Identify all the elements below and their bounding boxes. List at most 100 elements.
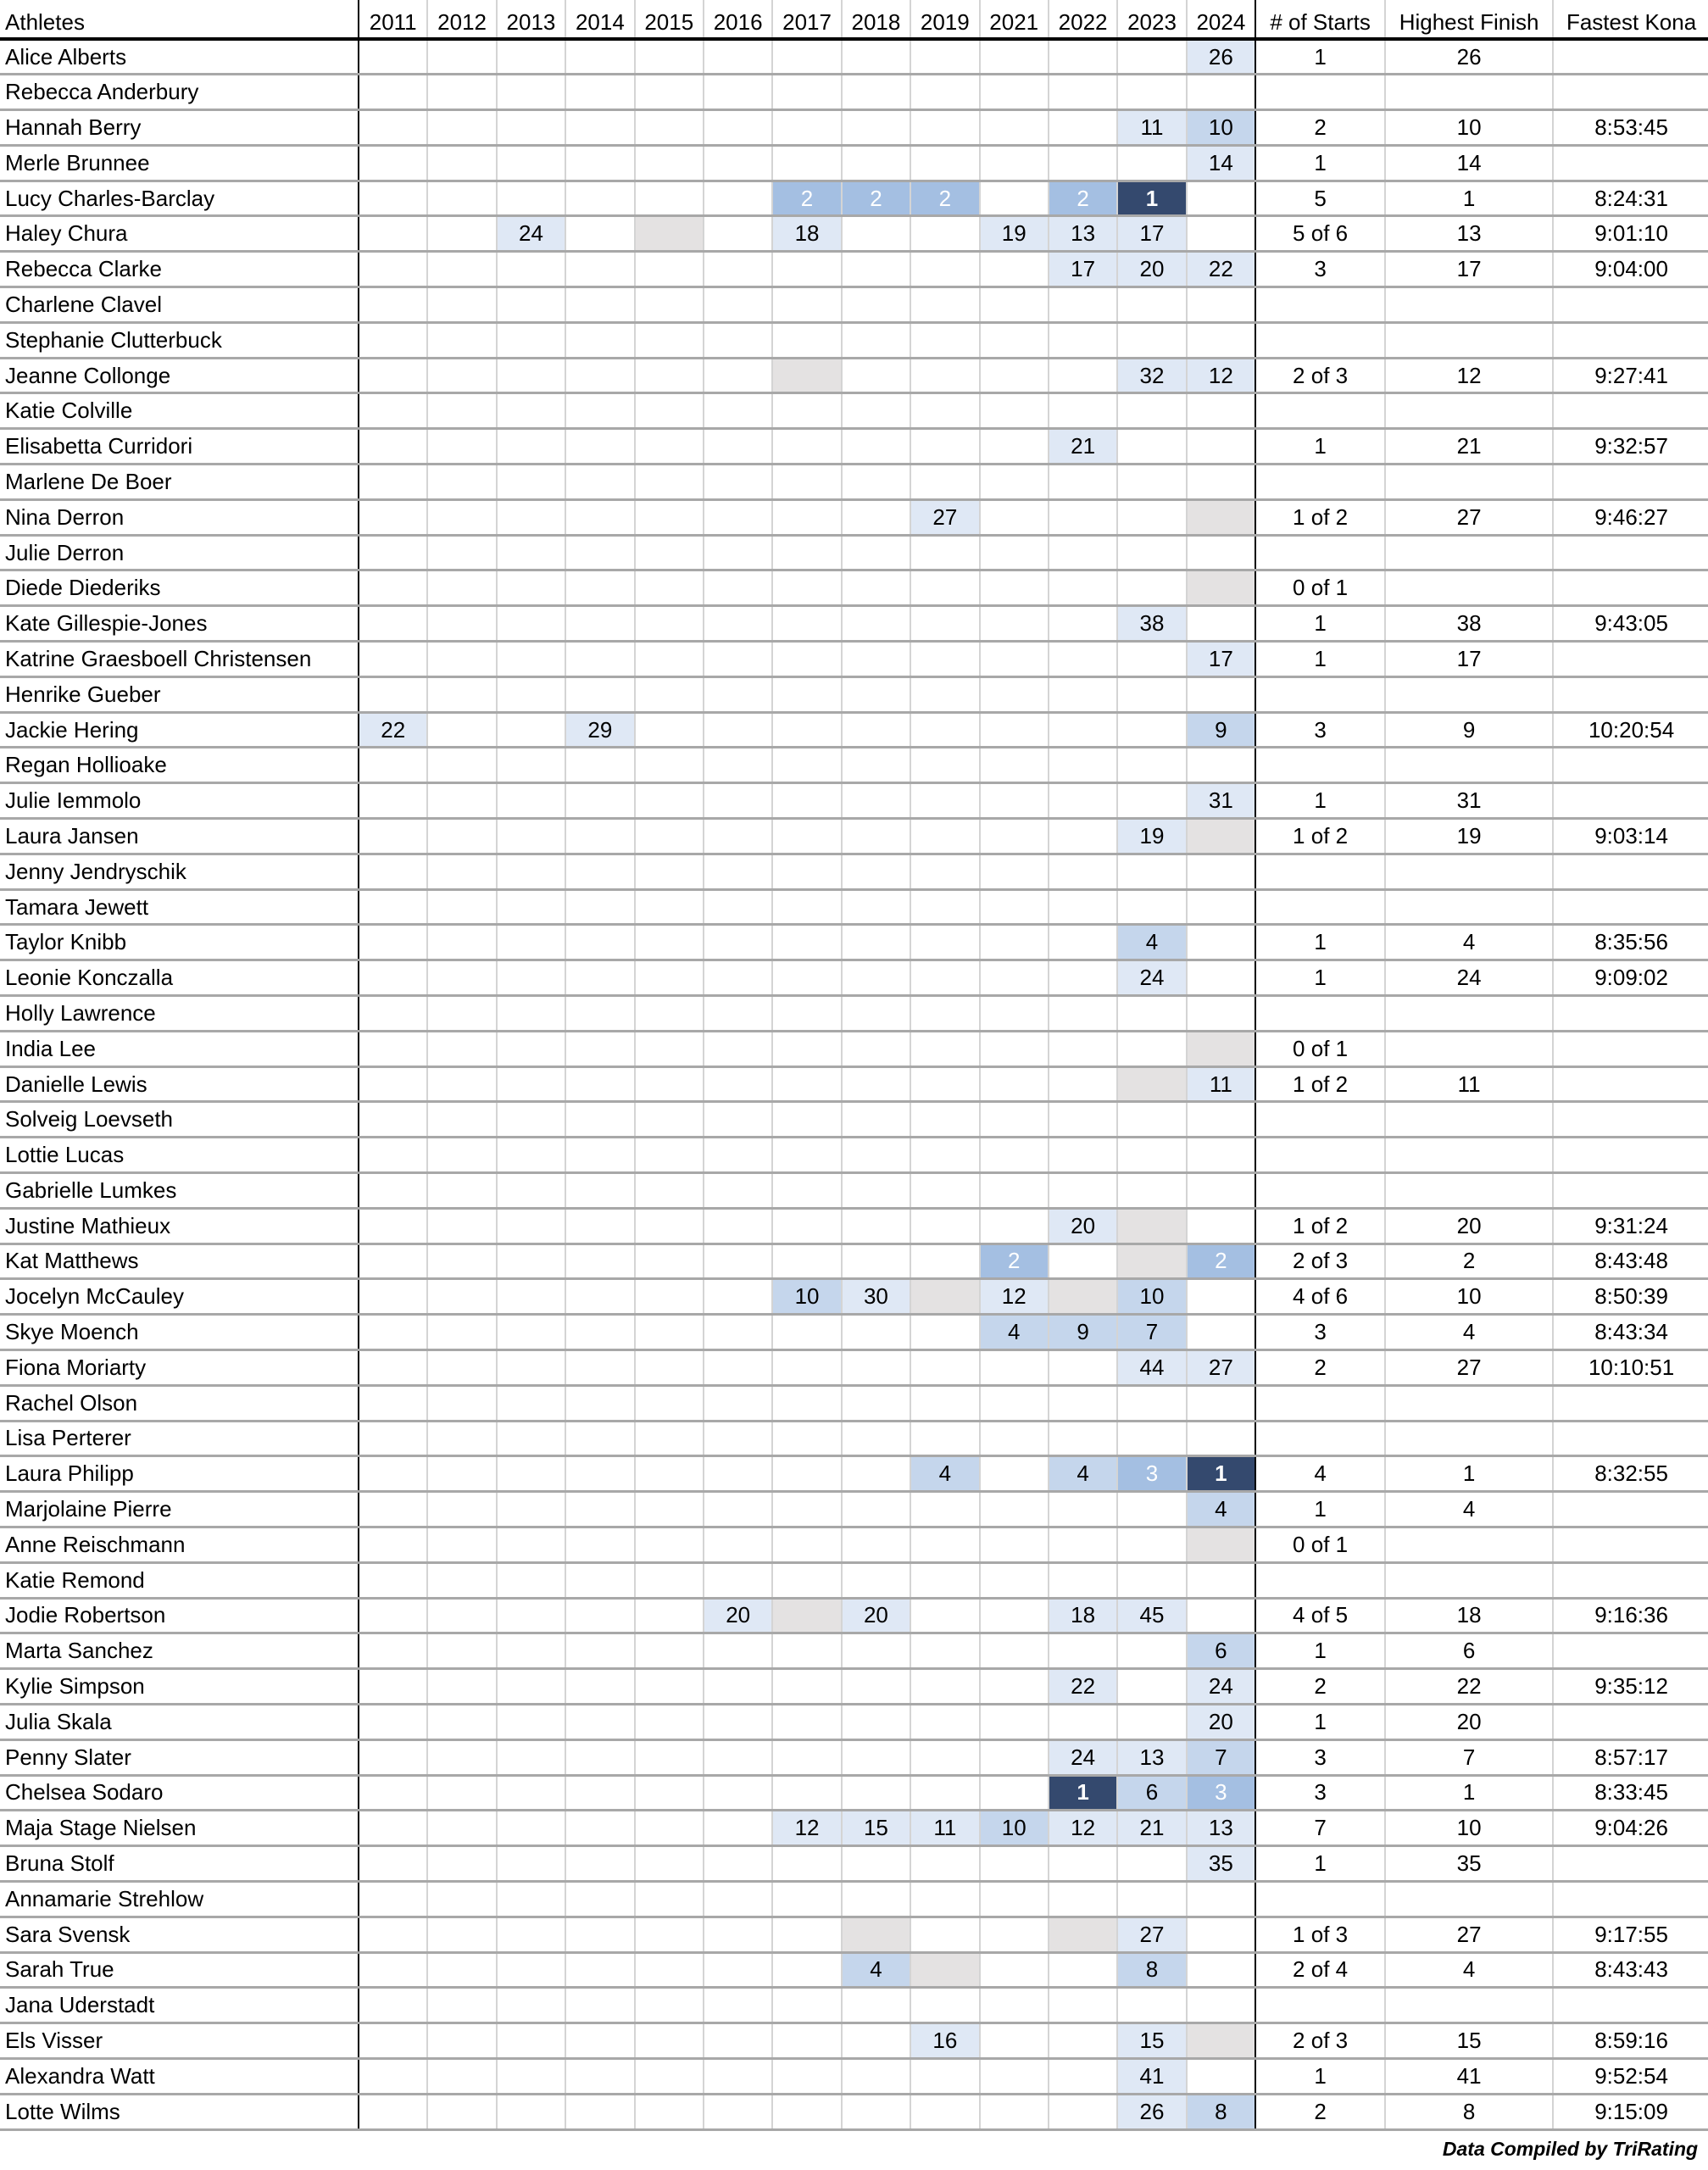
- highest-finish: [1385, 995, 1555, 1032]
- empty-cell: [979, 1917, 1049, 1954]
- empty-cell: [910, 1491, 981, 1528]
- empty-cell: [634, 1137, 704, 1174]
- empty-cell: [565, 2094, 636, 2131]
- empty-cell: [359, 2058, 429, 2095]
- empty-cell: [359, 109, 429, 147]
- athlete-row: Katrine Graesboell Christensen 17 1 17: [0, 641, 1708, 678]
- empty-cell: [565, 1421, 636, 1458]
- empty-cell: [496, 535, 567, 572]
- athlete-name: Alice Alberts: [0, 39, 359, 76]
- highest-finish: 1: [1385, 181, 1555, 218]
- empty-cell: [1186, 181, 1257, 218]
- empty-cell: [634, 1385, 704, 1422]
- empty-cell: [359, 924, 429, 962]
- empty-cell: [772, 1562, 843, 1600]
- highest-finish: [1385, 1385, 1555, 1422]
- empty-cell: [910, 1845, 981, 1883]
- empty-cell: [772, 145, 843, 182]
- empty-cell: [979, 1668, 1049, 1705]
- fastest-kona-time: 9:17:55: [1553, 1917, 1708, 1954]
- empty-cell: [703, 1101, 774, 1139]
- highest-finish: 11: [1385, 1066, 1555, 1104]
- empty-cell: [1117, 1172, 1188, 1210]
- empty-cell: [841, 287, 912, 324]
- empty-cell: [979, 1349, 1049, 1387]
- highest-finish: [1385, 854, 1555, 891]
- empty-cell: [910, 1101, 981, 1139]
- empty-cell: [427, 712, 498, 749]
- empty-cell: [841, 499, 912, 537]
- empty-cell: [359, 1421, 429, 1458]
- empty-cell: [772, 428, 843, 466]
- empty-cell: [772, 1881, 843, 1918]
- starts-count: [1255, 1987, 1387, 2025]
- starts-count: 5 of 6: [1255, 215, 1387, 253]
- empty-cell: [841, 2094, 912, 2131]
- empty-cell: [359, 1527, 429, 1564]
- highest-finish: [1385, 1421, 1555, 1458]
- empty-cell: [703, 1952, 774, 1989]
- athlete-name: Julie Derron: [0, 535, 359, 572]
- empty-cell: [703, 782, 774, 821]
- athlete-name: Haley Chura: [0, 215, 359, 253]
- empty-cell: [1186, 287, 1257, 324]
- empty-cell: [1048, 676, 1119, 714]
- empty-cell: [1048, 1527, 1119, 1564]
- athlete-row: Holly Lawrence: [0, 995, 1708, 1032]
- empty-cell: [841, 1527, 912, 1564]
- empty-cell: [910, 1137, 981, 1174]
- fastest-kona-time: 9:09:02: [1553, 960, 1708, 998]
- empty-cell: [1048, 2094, 1119, 2131]
- empty-cell: [359, 1739, 429, 1777]
- empty-cell: [979, 1066, 1049, 1104]
- empty-cell: [979, 1775, 1049, 1812]
- empty-cell: [910, 782, 981, 821]
- result-cell: 17: [1048, 251, 1119, 289]
- empty-cell: [565, 1598, 636, 1635]
- result-cell: 11: [1186, 1066, 1257, 1104]
- empty-cell: [496, 995, 567, 1032]
- dnf-cell: [772, 358, 843, 395]
- empty-cell: [910, 1314, 981, 1351]
- empty-cell: [427, 1278, 498, 1316]
- empty-cell: [496, 1172, 567, 1210]
- empty-cell: [1117, 428, 1188, 466]
- empty-cell: [634, 39, 704, 76]
- empty-cell: [841, 1739, 912, 1777]
- empty-cell: [979, 145, 1049, 182]
- empty-cell: [1186, 924, 1257, 962]
- athlete-row: Tamara Jewett: [0, 889, 1708, 926]
- result-cell: 17: [1186, 641, 1257, 678]
- empty-cell: [703, 1810, 774, 1848]
- empty-cell: [565, 181, 636, 218]
- result-cell: 31: [1186, 782, 1257, 821]
- athlete-row: Rebecca Anderbury: [0, 74, 1708, 112]
- dnf-cell: [1117, 1066, 1188, 1104]
- empty-cell: [703, 1527, 774, 1564]
- empty-cell: [359, 1633, 429, 1671]
- result-cell: 2: [772, 181, 843, 218]
- result-cell: 11: [910, 1810, 981, 1848]
- result-cell: 14: [1186, 145, 1257, 182]
- empty-cell: [634, 1598, 704, 1635]
- result-cell: 4: [1048, 1455, 1119, 1494]
- empty-cell: [1048, 109, 1119, 147]
- empty-cell: [427, 1704, 498, 1741]
- empty-cell: [1117, 499, 1188, 537]
- empty-cell: [703, 1208, 774, 1245]
- empty-cell: [634, 570, 704, 608]
- empty-cell: [1048, 1491, 1119, 1528]
- fastest-kona-time: [1553, 676, 1708, 714]
- empty-cell: [703, 499, 774, 537]
- empty-cell: [841, 1208, 912, 1245]
- athlete-row: Rachel Olson: [0, 1385, 1708, 1422]
- starts-count: 1: [1255, 641, 1387, 678]
- empty-cell: [703, 1066, 774, 1104]
- empty-cell: [427, 287, 498, 324]
- athlete-name: Tamara Jewett: [0, 889, 359, 926]
- empty-cell: [910, 995, 981, 1032]
- highest-finish: 4: [1385, 1314, 1555, 1351]
- empty-cell: [841, 889, 912, 926]
- empty-cell: [565, 464, 636, 501]
- fastest-kona-time: 8:33:45: [1553, 1775, 1708, 1812]
